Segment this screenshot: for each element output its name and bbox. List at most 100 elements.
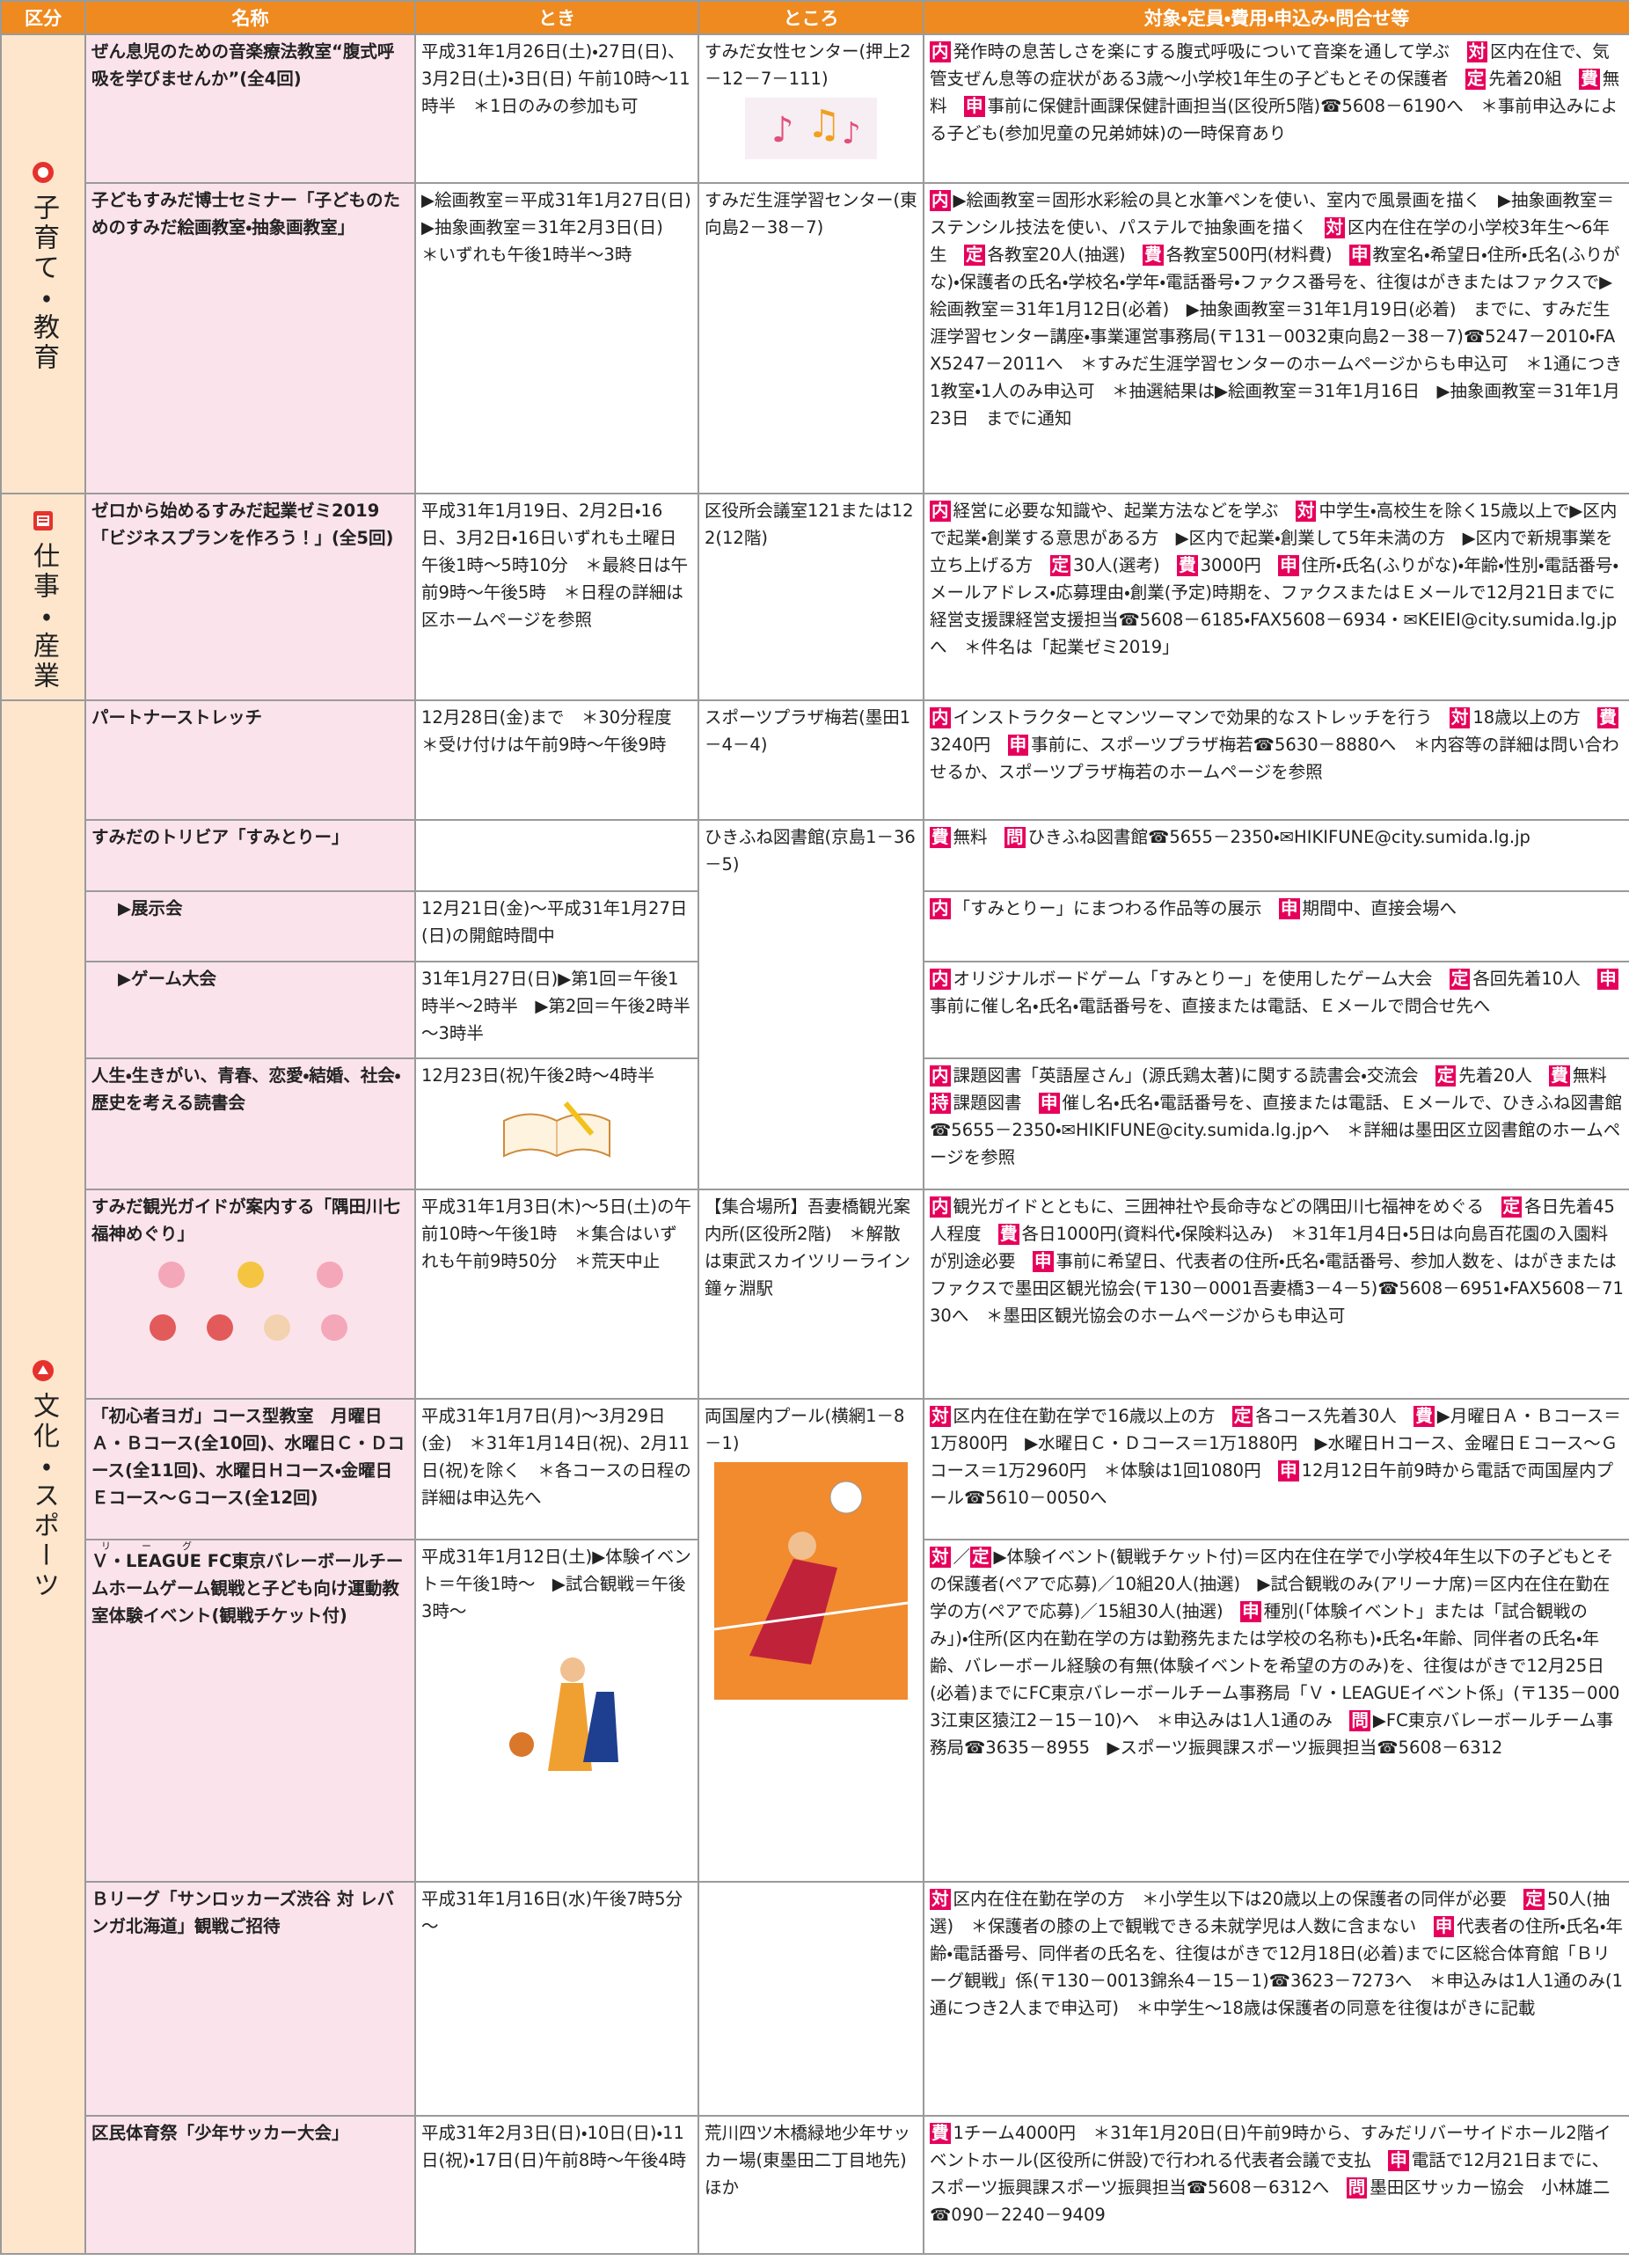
name-text: ▶展示会 xyxy=(118,898,183,918)
detail-tag: 内 xyxy=(930,969,951,990)
place-text: 区役所会議室121または122(12階) xyxy=(705,501,914,548)
detail-tag: 費 xyxy=(1597,707,1618,728)
event-name: 人生・生きがい、青春、恋愛・結婚、社会・歴史を考える読書会 xyxy=(84,1057,416,1190)
time-text: 平成31年1月16日(水)午後7時5分～ xyxy=(421,1889,683,1936)
detail-text: 18歳以上の方 xyxy=(1472,707,1598,728)
column-header: 対象・定員・費用・申込み・問合せ等 xyxy=(923,0,1629,35)
table-row: 「初心者ヨガ」コース型教室 月曜日Ａ・Ｂコース(全10回)、水曜日Ｃ・Ｄコース(… xyxy=(1,1398,1629,1883)
illustration xyxy=(509,1657,618,1771)
event-place xyxy=(698,1881,924,2117)
category-label: 仕事・産業 xyxy=(28,541,59,691)
column-header: ところ xyxy=(698,0,924,35)
time-text: 平成31年1月19日、2月2日・16日、3月2日・16日いずれも土曜日午後1時～… xyxy=(421,501,689,630)
category-cell: 文化・スポーツ xyxy=(0,699,86,2255)
detail-tag: 定 xyxy=(1049,555,1071,576)
detail-text: 墨田区サッカー協会 小林雄二☎090－2240－9409 xyxy=(930,2177,1611,2225)
ruby-base: Ｖ・LEAGUE xyxy=(91,1551,201,1571)
time-text: 平成31年1月3日(木)～5日(土)の午前10時～午後1時 ＊集合はいずれも午前… xyxy=(421,1196,691,1271)
name-text: Ｂリーグ「サンロッカーズ渋谷 対 レバンガ北海道」観戦ご招待 xyxy=(91,1889,395,1936)
detail-text: 1チーム4000円 ＊31年1月20日(日)午前9時から、すみだリバーサイドホー… xyxy=(930,2123,1611,2170)
detail-text: 無料 xyxy=(953,827,1005,847)
svg-text:♪: ♪ xyxy=(842,116,861,151)
detail-tag: 内 xyxy=(930,501,951,522)
detail-tag: 費 xyxy=(1414,1406,1435,1427)
time-text: 31年1月27日(日)▶第1回＝午後1時半～2時半 ▶第2回＝午後2時半～3時半 xyxy=(421,969,690,1043)
detail-text: 各教室20人(抽選) xyxy=(987,245,1143,265)
event-detail: 内 ▶絵画教室＝固形水彩絵の具と水筆ペンを使い、室内で風景画を描く ▶抽象画教室＝… xyxy=(923,182,1629,494)
category-icon xyxy=(33,510,53,530)
detail-text: 教室名・希望日・住所・氏名(ふりがな)・保護者の氏名・学校名・学年・電話番号・フ… xyxy=(930,245,1623,428)
event-time: 12月23日(祝)午後2時～4時半 xyxy=(414,1057,699,1190)
name-text: 人生・生きがい、青春、恋愛・結婚、社会・歴史を考える読書会 xyxy=(91,1065,401,1113)
detail-text: 課題図書 xyxy=(953,1093,1040,1113)
detail-tag: 申 xyxy=(1279,898,1300,919)
event-time: ▶絵画教室＝平成31年1月27日(日) ▶抽象画教室＝31年2月3日(日) ＊い… xyxy=(414,182,699,494)
detail-text: ▶FC東京バレーボールチーム事務局☎3635－8955 ▶スポーツ振興課スポーツ… xyxy=(930,1710,1614,1758)
event-time: 12月28日(金)まで ＊30分程度 ＊受け付けは午前9時～午後9時 xyxy=(414,699,699,821)
detail-tag: 費 xyxy=(1549,1065,1570,1086)
detail-tag: 内 xyxy=(930,190,951,211)
detail-text: 課題図書「英語屋さん」(源氏鶏太著)に関する読書会・交流会 xyxy=(953,1065,1435,1086)
table-row: Ｂリーグ「サンロッカーズ渋谷 対 レバンガ北海道」観戦ご招待 平成31年1月16日… xyxy=(1,1881,1629,2117)
time-text: 12月23日(祝)午後2時～4時半 xyxy=(421,1065,655,1086)
event-detail: 対区内在住在勤在学で16歳以上の方 定各コース先着30人 費 ▶月曜日Ａ・Ｂコース… xyxy=(923,1398,1629,1540)
detail-text: ひきふね図書館☎5655－2350・✉HIKIFUNE@city.sumida.… xyxy=(1027,827,1530,847)
detail-tag: 対 xyxy=(930,1406,951,1427)
detail-tag: 対 xyxy=(1295,501,1317,522)
illustration: ♪ ♫ ♪ xyxy=(745,98,877,159)
illustration xyxy=(714,1462,908,1700)
detail-tag: 申 xyxy=(1039,1093,1060,1114)
event-place: すみだ生涯学習センター(東向島2－38－7) xyxy=(698,182,924,494)
table-row: ▶ゲーム大会 31年1月27日(日)▶第1回＝午後1時半～2時半 ▶第2回＝午後2… xyxy=(1,961,1629,1059)
time-text: 平成31年1月12日(土)▶体験イベント＝午後1時～ ▶試合観戦＝午後3時～ xyxy=(421,1547,691,1621)
event-detail: 内課題図書「英語屋さん」(源氏鶏太著)に関する読書会・交流会 定先着20人 費無… xyxy=(923,1057,1629,1190)
detail-tag: 定 xyxy=(1435,1065,1457,1086)
event-detail: 費 1チーム4000円 ＊31年1月20日(日)午前9時から、すみだリバーサイドホ… xyxy=(923,2115,1629,2255)
event-place: 荒川四ツ木橋緑地少年サッカー場(東墨田二丁目地先)ほか xyxy=(698,2115,924,2255)
category-cell: 子育て・教育 xyxy=(0,33,86,494)
detail-text: インストラクターとマンツーマンで効果的なストレッチを行う xyxy=(953,707,1450,728)
detail-tag: 定 xyxy=(1523,1889,1545,1910)
event-name: 「初心者ヨガ」コース型教室 月曜日Ａ・Ｂコース(全10回)、水曜日Ｃ・Ｄコース(… xyxy=(84,1398,416,1540)
place-text: 両国屋内プール(横網1－8－1) xyxy=(705,1406,905,1453)
detail-text: 事前に催し名・氏名・電話番号を、直接または電話、Ｅメールで問合せ先へ xyxy=(930,996,1491,1016)
detail-tag: 費 xyxy=(1143,245,1164,266)
detail-text: 3240円 xyxy=(930,735,1008,755)
event-time xyxy=(414,819,699,892)
event-detail: 内「すみとりー」にまつわる作品等の展示 申期間中、直接会場へ xyxy=(923,890,1629,962)
detail-tag: 申 xyxy=(1007,735,1029,756)
event-time: 平成31年1月12日(土)▶体験イベント＝午後1時～ ▶試合観戦＝午後3時～ xyxy=(414,1539,699,1883)
name-text: ぜん息児のための音楽療法教室“腹式呼吸を学びませんか”(全4回) xyxy=(91,41,395,89)
time-text: ▶絵画教室＝平成31年1月27日(日) ▶抽象画教室＝31年2月3日(日) ＊い… xyxy=(421,190,697,265)
time-text: 平成31年1月26日(土)・27日(日)、3月2日(土)・3日(日) 午前10時… xyxy=(421,41,690,116)
svg-text:♫: ♫ xyxy=(807,102,841,147)
event-detail: 内観光ガイドとともに、三囲神社や長命寺などの隅田川七福神をめぐる 定各日先着45… xyxy=(923,1189,1629,1400)
detail-text: 50人(抽選) ＊保護者の膝の上で観戦できる未就学児は人数に含まない xyxy=(930,1889,1611,1936)
table-body: 子育て・教育 ぜん息児のための音楽療法教室“腹式呼吸を学びませんか”(全4回) 平成… xyxy=(0,33,1629,2255)
event-detail: 内オリジナルボードゲーム「すみとりー」を使用したゲーム大会 定各回先着10人 申… xyxy=(923,961,1629,1059)
table-row: 子育て・教育 ぜん息児のための音楽療法教室“腹式呼吸を学びませんか”(全4回) 平成… xyxy=(0,33,1629,494)
detail-tag: 費 xyxy=(930,2123,951,2144)
detail-text: 住所・氏名(ふりがな)・年齢・性別・電話番号・メールアドレス・応募理由・創業(予… xyxy=(930,555,1619,657)
name-text: 「初心者ヨガ」コース型教室 月曜日Ａ・Ｂコース(全10回)、水曜日Ｃ・Ｄコース(… xyxy=(91,1406,405,1508)
category-label: 文化・スポーツ xyxy=(28,1392,59,1601)
detail-text: ▶絵画教室＝固形水彩絵の具と水筆ペンを使い、室内で風景画を描く ▶抽象画教室＝ス… xyxy=(930,190,1615,238)
detail-tag: 問 xyxy=(1349,1710,1370,1731)
category-cell: 仕事・産業 xyxy=(0,493,86,701)
category-icon xyxy=(33,1360,54,1381)
event-name: ぜん息児のための音楽療法教室“腹式呼吸を学びませんか”(全4回) xyxy=(84,33,416,184)
table-row: 子どもすみだ博士セミナー「子どものためのすみだ絵画教室・抽象画教室」 ▶絵画教室＝… xyxy=(1,182,1629,494)
table-row: すみだのトリビア「すみとりー」 ひきふね図書館(京島1－36－5) 費無料 問ひきふ… xyxy=(1,819,1629,1190)
name-text: ▶ゲーム大会 xyxy=(118,969,216,989)
detail-tag: 対 xyxy=(930,1547,951,1568)
table-row: 文化・スポーツ パートナーストレッチ 12月28日(金)まで ＊30分程度 ＊受け付… xyxy=(0,699,1629,2255)
detail-text: 事前に希望日、代表者の住所・氏名・電話番号、参加人数を、はがきまたはファクスで墨… xyxy=(930,1251,1624,1326)
illustration xyxy=(503,1101,610,1158)
detail-tag: 内 xyxy=(930,898,951,919)
detail-tag: 定 xyxy=(970,1547,991,1568)
detail-text: 各教室500円(材料費) xyxy=(1165,245,1350,265)
detail-tag: 定 xyxy=(964,245,985,266)
detail-tag: 定 xyxy=(1501,1196,1523,1218)
